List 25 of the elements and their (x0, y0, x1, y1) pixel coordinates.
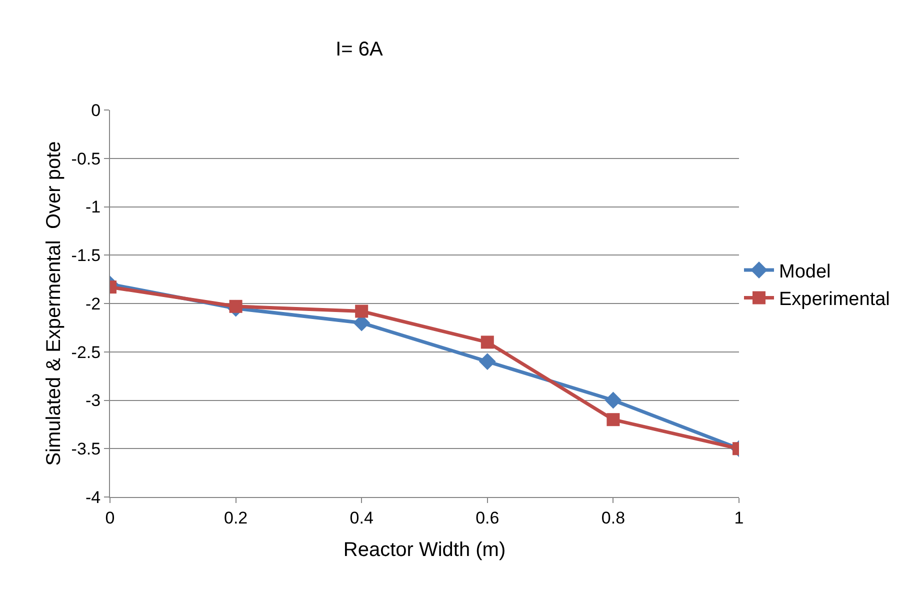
y-tick-label: -2.5 (71, 342, 101, 362)
x-axis-title: Reactor Width (m) (343, 538, 506, 561)
legend-label: Model (779, 261, 831, 282)
x-tick-label: 0 (105, 508, 115, 528)
y-tick-label: -3 (85, 391, 101, 410)
y-tick-label: -3.5 (71, 440, 101, 459)
point (355, 304, 368, 318)
legend-label: Experimental (779, 289, 890, 310)
point (604, 392, 622, 409)
point (480, 336, 494, 349)
y-tick-label: -2 (85, 294, 101, 314)
x-tick-label: 0.6 (476, 508, 500, 528)
chart-title: I= 6A (336, 38, 384, 60)
y-tick-label: -1.5 (71, 246, 101, 266)
x-tick-label: 0.8 (601, 508, 626, 528)
y-tick-label: -4 (85, 488, 101, 507)
y-axis-title: Simulated & Expermental Over pote (42, 141, 65, 466)
point (606, 413, 620, 426)
y-tick-label: -1 (85, 198, 101, 217)
y-tick-label: -0.5 (71, 149, 101, 168)
x-tick-label: 1 (734, 508, 744, 528)
y-tick-label: 0 (91, 100, 101, 120)
x-tick-label: 0.2 (224, 508, 248, 528)
x-tick-label: 0.4 (350, 508, 374, 528)
point (478, 353, 496, 370)
